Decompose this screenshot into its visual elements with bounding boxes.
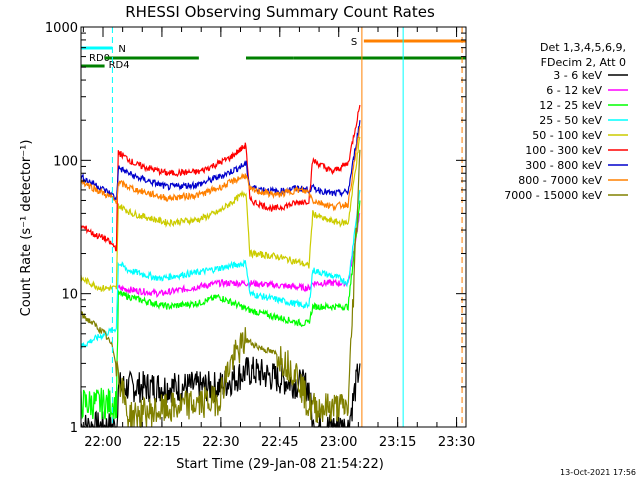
legend: Det 1,3,4,5,6,9, FDecim 2, Att 03 - 6 keV… xyxy=(504,41,628,202)
legend-label: 3 - 6 keV xyxy=(553,69,602,82)
flag-label: RD4 xyxy=(109,60,130,71)
x-tick-label: 22:45 xyxy=(261,435,298,450)
x-tick-label: 23:30 xyxy=(438,435,475,450)
series-line xyxy=(117,213,361,298)
series-line xyxy=(80,136,361,293)
legend-label: 300 - 800 keV xyxy=(525,159,602,172)
series-line xyxy=(80,356,361,429)
legend-label: 800 - 7000 keV xyxy=(518,174,602,187)
x-tick-label: 23:15 xyxy=(379,435,416,450)
series-line xyxy=(80,149,361,429)
x-tick-label: 22:15 xyxy=(143,435,180,450)
x-tick-label: 22:00 xyxy=(84,435,121,450)
x-tick-label: 23:00 xyxy=(320,435,357,450)
plot-frame xyxy=(80,26,467,428)
chart-title: RHESSI Observing Summary Count Rates xyxy=(125,3,435,21)
y-axis-label: Count Rate (s⁻¹ detector⁻¹) xyxy=(19,140,34,317)
legend-header: FDecim 2, Att 0 xyxy=(541,56,626,69)
flag-label: N xyxy=(118,44,125,55)
series-line xyxy=(80,200,361,420)
series-line xyxy=(80,104,361,252)
x-axis-label: Start Time (29-Jan-08 21:54:22) xyxy=(176,457,384,472)
legend-label: 7000 - 15000 keV xyxy=(504,189,602,202)
x-tick-label: 22:30 xyxy=(202,435,239,450)
legend-label: 50 - 100 keV xyxy=(532,129,602,142)
y-tick-label: 1 xyxy=(70,421,78,436)
series-line xyxy=(80,189,361,349)
legend-label: 6 - 12 keV xyxy=(546,84,602,97)
legend-label: 100 - 300 keV xyxy=(525,144,602,157)
y-tick-label: 10 xyxy=(61,288,78,303)
y-tick-label: 100 xyxy=(53,154,78,169)
legend-label: 12 - 25 keV xyxy=(539,99,602,112)
series-line xyxy=(80,126,361,212)
flag-label: S xyxy=(351,37,357,48)
legend-header: Det 1,3,4,5,6,9, xyxy=(540,41,626,54)
y-tick-label: 1000 xyxy=(45,21,78,36)
series-line xyxy=(80,120,361,201)
legend-label: 25 - 50 keV xyxy=(539,114,602,127)
date-stamp: 13-Oct-2021 17:56 xyxy=(560,468,636,477)
flag-label: RD0 xyxy=(89,53,110,64)
